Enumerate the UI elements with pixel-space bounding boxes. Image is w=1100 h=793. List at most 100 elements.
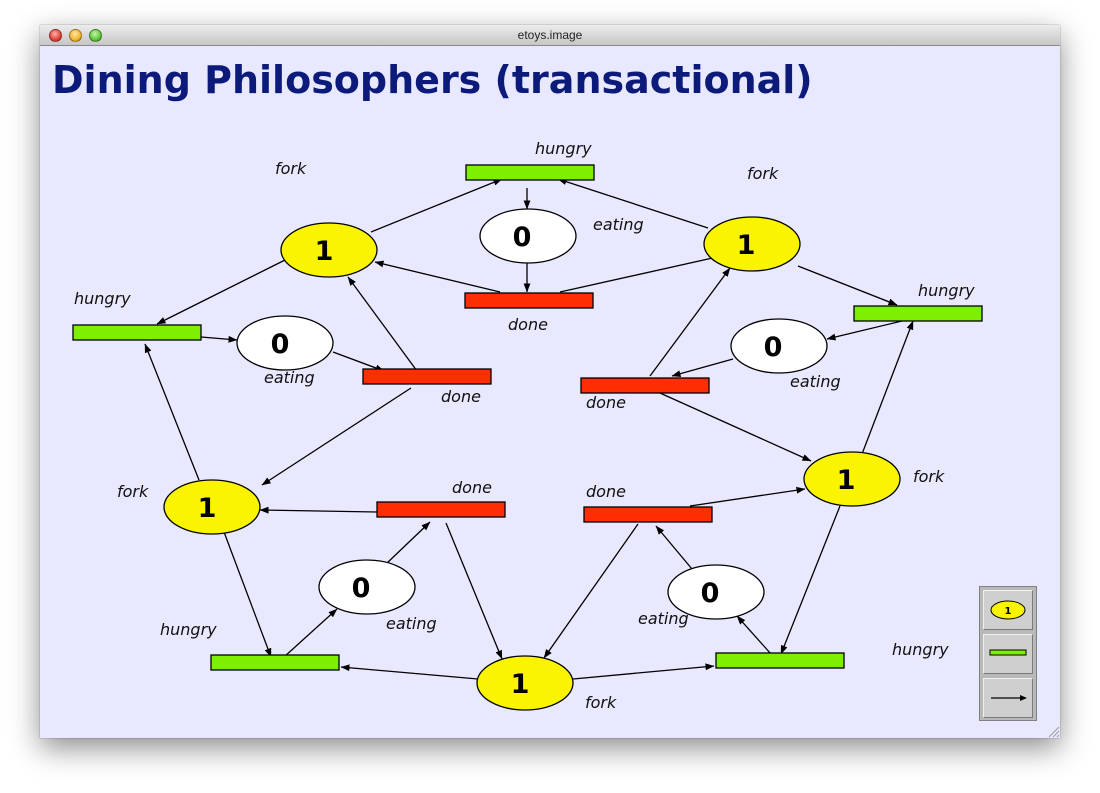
arc[interactable] [861,320,914,455]
resize-grip-icon[interactable] [1046,724,1060,738]
fork-place[interactable]: 1 [163,479,261,535]
fork-places: 1 1 1 1 1 [163,216,901,711]
arc[interactable] [200,335,238,343]
fork-label: fork [117,482,149,501]
fork-place[interactable]: 1 [803,451,901,507]
arc[interactable] [374,260,501,293]
fork-token-count: 1 [198,493,217,524]
eating-token-count: 0 [701,578,720,609]
arc[interactable] [780,505,841,655]
window-title: etoys.image [517,28,583,42]
fork-place[interactable]: 1 [703,216,801,272]
arc[interactable] [261,387,412,486]
arc[interactable] [223,531,272,658]
petri-net-diagram[interactable]: 1 1 1 1 1 [40,46,1060,738]
done-transition[interactable] [376,501,506,518]
eating-place[interactable]: 0 [730,318,828,374]
hungry-transition[interactable] [853,305,983,322]
eating-place[interactable]: 0 [236,315,334,371]
done-label: done [441,387,481,406]
hungry-transition[interactable] [715,652,845,669]
fork-place[interactable]: 1 [280,222,378,278]
arc[interactable] [736,615,772,655]
etoys-window: etoys.image Dining Philosophers (transac… [40,25,1060,738]
transition-tool-button[interactable] [983,634,1033,674]
fork-place[interactable]: 1 [476,655,574,711]
tool-palette: 1 [979,586,1037,721]
arc[interactable] [370,178,503,233]
eating-token-count: 0 [513,222,532,253]
arc[interactable] [340,664,479,680]
eating-label: eating [264,368,315,387]
zoom-window-button[interactable] [89,29,102,42]
done-label: done [452,478,492,497]
arc[interactable] [689,486,806,507]
fork-token-count: 1 [737,230,756,261]
arc[interactable] [559,253,727,293]
done-label: done [586,482,626,501]
eating-places: 0 0 0 0 0 [236,208,828,620]
eating-token-count: 0 [764,332,783,363]
arc[interactable] [797,265,898,306]
hungry-transition[interactable] [210,654,340,671]
arc[interactable] [557,178,709,229]
etoys-world[interactable]: Dining Philosophers (transactional) [40,46,1060,738]
fork-token-count: 1 [511,669,530,700]
eating-label: eating [790,372,841,391]
hungry-label: hungry [892,640,949,659]
eating-label: eating [386,614,437,633]
fork-label: fork [747,164,779,183]
arc[interactable] [347,276,418,372]
done-transition[interactable] [583,506,713,523]
eating-label: eating [638,609,689,628]
hungry-transitions [72,164,983,671]
arc-tool-button[interactable] [983,678,1033,718]
done-transitions [362,292,713,523]
fork-label: fork [275,159,307,178]
arc[interactable] [826,320,903,341]
done-label: done [586,393,626,412]
eating-label: eating [593,215,644,234]
close-window-button[interactable] [49,29,62,42]
fork-label: fork [913,467,945,486]
eating-place[interactable]: 0 [667,564,765,620]
minimize-window-button[interactable] [69,29,82,42]
eating-token-count: 0 [271,329,290,360]
hungry-transition[interactable] [72,324,202,341]
done-transition[interactable] [464,292,594,309]
arc[interactable] [649,267,731,377]
fork-label: fork [585,693,617,712]
arc[interactable] [283,608,338,658]
green-bar-icon [989,649,1027,656]
arc[interactable] [572,663,715,680]
hungry-label: hungry [74,289,131,308]
arc[interactable] [543,523,639,659]
done-transition[interactable] [362,368,492,385]
hungry-label: hungry [535,139,592,158]
arc[interactable] [655,525,693,570]
arc[interactable] [156,259,286,325]
fork-token-count: 1 [315,236,334,267]
yellow-ellipse-icon: 1 [990,600,1026,620]
arc[interactable] [259,506,378,514]
hungry-transition[interactable] [465,164,595,181]
arc[interactable] [671,358,734,377]
arc[interactable] [385,521,431,565]
eating-place[interactable]: 0 [479,208,577,264]
eating-token-count: 0 [352,573,371,604]
eating-place[interactable]: 0 [318,559,416,615]
palette-token-label: 1 [1005,606,1012,617]
arcs [144,178,914,680]
hungry-label: hungry [160,620,217,639]
title-bar[interactable]: etoys.image [40,25,1060,46]
arrow-icon [991,695,1027,701]
place-tool-button[interactable]: 1 [983,590,1033,630]
hungry-label: hungry [918,281,975,300]
arc[interactable] [144,343,200,481]
node-labels: fork fork fork fork fork hungry hungry h… [74,139,975,712]
arc[interactable] [659,392,812,462]
arc[interactable] [445,522,503,660]
fork-token-count: 1 [837,465,856,496]
arc[interactable] [332,351,385,372]
done-transition[interactable] [580,377,710,394]
